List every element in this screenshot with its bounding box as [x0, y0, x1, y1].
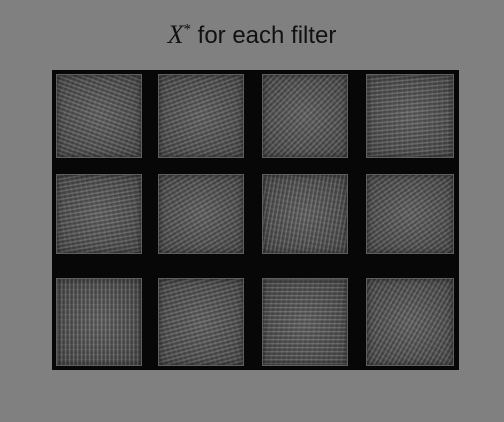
filter-tile: [366, 278, 454, 366]
filter-tile: [366, 174, 454, 254]
slide-title: X* for each filter: [0, 20, 504, 50]
filter-tile: [158, 74, 244, 158]
filter-tile: [56, 278, 142, 366]
filter-tile: [262, 278, 348, 366]
filter-visualization-grid: [52, 70, 459, 370]
filter-tile: [56, 74, 142, 158]
filter-tile: [56, 174, 142, 254]
filter-tile: [158, 174, 244, 254]
title-symbol: X*: [167, 20, 191, 49]
title-superscript: *: [183, 21, 191, 38]
title-text: for each filter: [197, 22, 337, 49]
filter-tile: [158, 278, 244, 366]
filter-tile: [262, 74, 348, 158]
filter-tile: [366, 74, 454, 158]
filter-tile: [262, 174, 348, 254]
